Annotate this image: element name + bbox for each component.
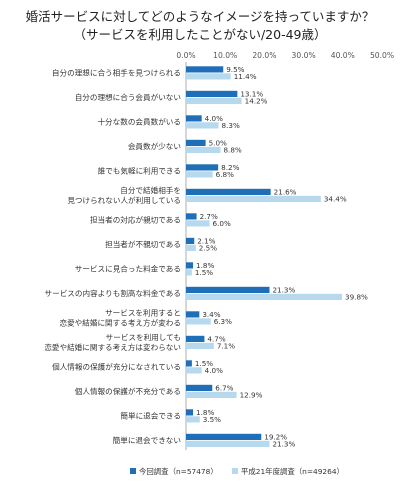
x-tick-label: 30.0% — [292, 51, 316, 60]
bar-h21-survey — [186, 293, 343, 300]
category-label: 自分の理想に合う会員がいない — [75, 92, 181, 102]
bar-current-survey — [186, 90, 238, 97]
value-label: 8.3% — [222, 121, 240, 130]
bar-current-survey — [186, 335, 205, 342]
value-label: 2.1% — [197, 236, 215, 245]
bar-h21-survey — [186, 73, 231, 80]
chart-title: 婚活サービスに対してどのようなイメージを持っていますか？ — [25, 9, 375, 24]
bar-current-survey — [186, 164, 219, 171]
bar-current-survey — [186, 115, 202, 122]
value-label: 8.8% — [223, 145, 241, 154]
bar-current-survey — [186, 433, 262, 440]
bar-h21-survey — [186, 244, 196, 251]
category-label: サービスを利用しても — [106, 332, 181, 342]
category-label: サービスの内容よりも割高な料金である — [45, 288, 181, 298]
category-label: 担当者が不親切である — [105, 239, 181, 249]
value-label: 8.2% — [221, 163, 239, 172]
bar-h21-survey — [186, 122, 219, 129]
bar-h21-survey — [186, 318, 211, 325]
value-label: 11.4% — [234, 72, 257, 81]
value-label: 6.7% — [215, 383, 233, 392]
bar-h21-survey — [186, 391, 237, 398]
bar-h21-survey — [186, 416, 200, 423]
value-label: 19.2% — [264, 432, 287, 441]
value-label: 1.8% — [196, 261, 214, 270]
value-label: 3.5% — [203, 415, 221, 424]
bar-current-survey — [186, 286, 270, 293]
bar-h21-survey — [186, 269, 192, 276]
value-label: 21.3% — [272, 439, 295, 448]
value-label: 2.7% — [200, 212, 218, 221]
bar-h21-survey — [186, 220, 210, 227]
bar-current-survey — [186, 213, 197, 220]
value-label: 6.0% — [213, 219, 231, 228]
category-label: 簡単に退会できる — [120, 411, 181, 421]
value-label: 9.5% — [226, 65, 244, 74]
value-label: 6.3% — [214, 317, 232, 326]
legend-label: 平成21年度調査（n=49264） — [241, 467, 344, 476]
bar-current-survey — [186, 311, 200, 318]
bar-h21-survey — [186, 342, 214, 349]
bar-current-survey — [186, 139, 206, 146]
value-label: 6.8% — [216, 170, 234, 179]
bar-h21-survey — [186, 440, 270, 447]
value-label: 4.7% — [207, 334, 225, 343]
x-tick-label: 0.0% — [176, 51, 195, 60]
value-label: 21.6% — [274, 187, 297, 196]
value-label: 4.0% — [205, 366, 223, 375]
bar-current-survey — [186, 188, 271, 195]
value-label: 13.1% — [240, 89, 263, 98]
value-label: 3.4% — [202, 310, 220, 319]
x-tick-label: 50.0% — [370, 51, 394, 60]
category-label: 個人情報の保護が不充分である — [75, 386, 181, 396]
category-label: 恋愛や結婚に関する考え方が変わる — [60, 318, 182, 328]
bar-h21-survey — [186, 171, 213, 178]
value-label: 39.8% — [345, 292, 368, 301]
bar-h21-survey — [186, 97, 242, 104]
bar-current-survey — [186, 66, 224, 73]
value-label: 1.5% — [195, 268, 213, 277]
value-label: 2.5% — [199, 243, 217, 252]
category-label: 恋愛や結婚に関する考え方は変わらない — [44, 342, 181, 352]
bar-current-survey — [186, 409, 194, 416]
category-label: 自分で結婚相手を — [120, 185, 181, 195]
value-label: 5.0% — [209, 138, 227, 147]
value-label: 34.4% — [324, 194, 347, 203]
bar-current-survey — [186, 262, 194, 269]
category-label: 個人情報の保護が充分になされている — [52, 362, 181, 372]
value-label: 4.0% — [205, 114, 223, 123]
category-label: 見つけられない人が利用している — [67, 195, 181, 205]
bar-current-survey — [186, 237, 195, 244]
value-label: 21.3% — [272, 285, 295, 294]
chart-subtitle: （サービスを利用したことがない/20-49歳） — [73, 27, 327, 42]
value-label: 1.8% — [196, 408, 214, 417]
category-label: サービスに見合った料金である — [75, 264, 181, 274]
legend-swatch — [232, 468, 238, 474]
category-label: 誰でも気軽に利用できる — [98, 166, 181, 176]
value-label: 1.5% — [195, 359, 213, 368]
value-label: 7.1% — [217, 341, 235, 350]
legend-label: 今回調査（n=57478） — [139, 467, 218, 476]
category-label: 簡単に退会できない — [113, 435, 181, 445]
value-label: 12.9% — [240, 390, 263, 399]
x-tick-label: 20.0% — [252, 51, 276, 60]
category-label: 会員数が少ない — [128, 141, 181, 151]
bar-h21-survey — [186, 367, 202, 374]
category-label: 自分の理想に合う相手を見つけられる — [52, 68, 181, 78]
bar-current-survey — [186, 360, 192, 367]
legend-swatch — [130, 468, 136, 474]
category-label: 担当者の対応が親切である — [90, 215, 181, 225]
category-label: サービスを利用すると — [105, 308, 181, 318]
x-tick-label: 40.0% — [331, 51, 355, 60]
x-tick-label: 10.0% — [213, 51, 237, 60]
bar-h21-survey — [186, 195, 321, 202]
bar-current-survey — [186, 384, 213, 391]
value-label: 14.2% — [245, 96, 268, 105]
category-label: 十分な数の会員数がいる — [97, 117, 181, 127]
bar-h21-survey — [186, 146, 221, 153]
